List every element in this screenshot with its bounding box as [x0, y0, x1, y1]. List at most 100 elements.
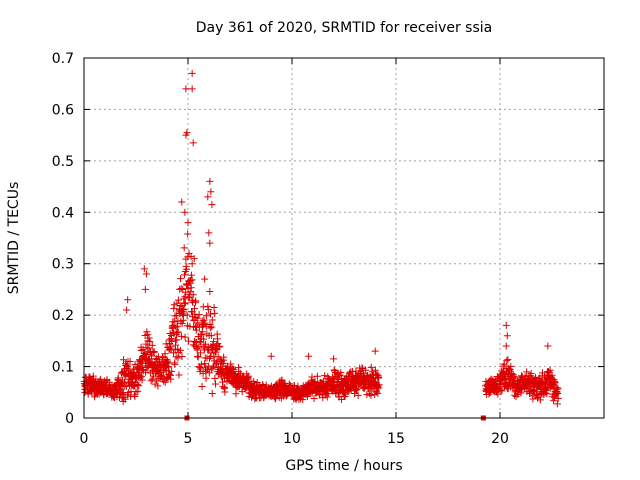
data-point: [211, 309, 219, 317]
data-point: [150, 372, 158, 380]
data-point: [502, 321, 510, 329]
x-tick-label: 5: [184, 431, 193, 447]
data-point: [187, 271, 195, 279]
data-point: [148, 375, 156, 383]
data-point: [374, 389, 382, 397]
data-point: [195, 343, 203, 351]
data-point: [508, 369, 516, 377]
data-point: [548, 371, 556, 379]
data-point: [536, 396, 544, 404]
data-point: [551, 379, 559, 387]
data-point: [188, 85, 196, 93]
data-point: [554, 384, 562, 392]
data-point: [503, 332, 511, 340]
data-point: [140, 265, 148, 273]
y-axis-label: SRMTID / TECUs: [6, 182, 22, 295]
data-point: [498, 387, 506, 395]
data-point: [184, 219, 192, 227]
data-point: [168, 367, 176, 375]
data-point: [163, 367, 171, 375]
data-point: [207, 332, 215, 340]
data-point: [142, 368, 150, 376]
axis-ticks: 0 5 10 15 20 0 0.1 0.2 0.3 0.4 0.5 0.6 0.7: [52, 51, 604, 447]
data-point: [142, 270, 150, 278]
data-point: [164, 358, 172, 366]
data-point: [211, 374, 219, 382]
data-point: [194, 352, 202, 360]
data-point: [193, 346, 201, 354]
data-point: [373, 388, 381, 396]
data-point: [208, 323, 216, 331]
data-point: [500, 360, 508, 368]
data-point: [181, 299, 189, 307]
data-point: [161, 350, 169, 358]
data-point: [126, 357, 134, 365]
data-point: [143, 328, 151, 336]
data-point: [207, 188, 215, 196]
data-point: [122, 382, 130, 390]
plot-frame: [83, 57, 605, 419]
data-point: [165, 363, 173, 371]
data-point: [181, 300, 189, 308]
data-point: [148, 341, 156, 349]
data-point: [172, 341, 180, 349]
data-point: [180, 244, 188, 252]
data-point: [206, 239, 214, 247]
data-point: [503, 357, 511, 365]
data-point: [202, 312, 210, 320]
data-point: [182, 85, 190, 93]
data-point: [181, 208, 189, 216]
data-point: [123, 363, 131, 371]
data-point: [510, 372, 518, 380]
x-tick-label: 15: [387, 431, 405, 447]
data-point: [154, 382, 162, 390]
data-point: [177, 284, 185, 292]
data-point: [216, 343, 224, 351]
data-point: [160, 368, 168, 376]
data-point: [145, 334, 153, 342]
chart-title: Day 361 of 2020, SRMTID for receiver ssi…: [196, 20, 492, 36]
data-point: [208, 316, 216, 324]
data-point: [178, 198, 186, 206]
data-point: [202, 374, 210, 382]
data-point: [209, 338, 217, 346]
data-point: [187, 284, 195, 292]
data-point: [494, 390, 502, 398]
data-point: [504, 356, 512, 364]
data-point: [545, 368, 553, 376]
data-point: [188, 276, 196, 284]
data-point: [202, 322, 210, 330]
data-point: [218, 360, 226, 368]
data-point: [506, 366, 514, 374]
data-point: [161, 378, 169, 386]
x-tick-label: 20: [491, 431, 509, 447]
data-point: [146, 338, 154, 346]
data-point: [137, 373, 145, 381]
data-point: [91, 393, 99, 401]
data-point: [180, 306, 188, 314]
data-point: [305, 352, 313, 360]
data-point: [198, 382, 206, 390]
data-point: [131, 393, 139, 401]
y-tick-label: 0.6: [52, 102, 74, 118]
data-point: [502, 375, 510, 383]
data-point: [174, 328, 182, 336]
data-point: [174, 354, 182, 362]
data-point: [310, 395, 318, 403]
data-point: [176, 285, 184, 293]
data-point: [147, 352, 155, 360]
data-point: [366, 390, 374, 398]
data-point: [323, 393, 331, 401]
data-point: [135, 382, 143, 390]
data-point: [206, 324, 214, 332]
data-point: [336, 372, 344, 380]
data-point: [220, 356, 228, 364]
y-tick-label: 0.1: [52, 360, 74, 376]
y-tick-label: 0.4: [52, 205, 74, 221]
data-point: [181, 333, 189, 341]
data-point: [137, 346, 145, 354]
data-point: [192, 297, 200, 305]
data-point: [553, 400, 561, 408]
data-point: [171, 360, 179, 368]
data-point: [212, 348, 220, 356]
